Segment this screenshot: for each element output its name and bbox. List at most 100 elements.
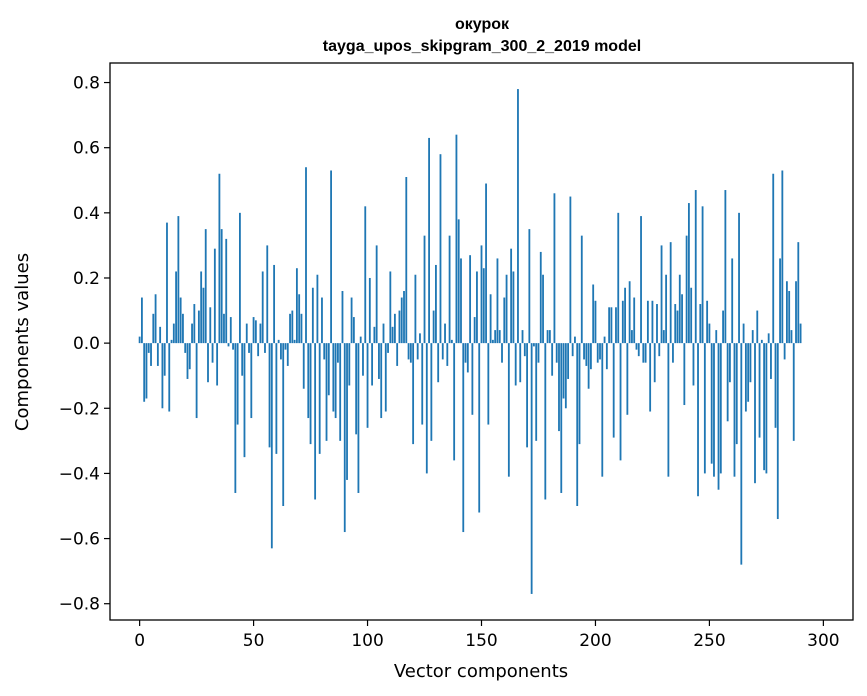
bar-255 (719, 343, 722, 474)
bar-58 (270, 343, 273, 549)
bar-55 (264, 343, 266, 353)
bar-75 (309, 343, 312, 445)
bar-151 (482, 268, 485, 344)
bar-124 (421, 343, 424, 425)
y-tick-label: −0.2 (59, 399, 100, 419)
bar-134 (444, 323, 446, 344)
bar-230 (662, 330, 665, 344)
bar-276 (767, 333, 770, 344)
y-axis-ticks: −0.8 −0.6 −0.4 −0.2 0.0 0.2 0.4 0.6 0.8 (59, 74, 110, 615)
bar-208 (612, 343, 615, 438)
bar-240 (685, 235, 688, 344)
y-tick-label: −0.6 (59, 530, 100, 550)
bar-17 (177, 216, 180, 344)
bar-286 (790, 330, 793, 344)
bar-21 (186, 343, 189, 379)
bar-13 (168, 343, 171, 412)
bar-18 (179, 297, 182, 344)
bar-260 (731, 258, 734, 344)
bar-273 (760, 339, 763, 344)
bar-77 (314, 343, 317, 500)
x-axis-label: Vector components (394, 661, 568, 682)
bar-242 (690, 287, 693, 344)
bar-224 (649, 343, 652, 412)
bar-111 (391, 326, 394, 344)
bar-132 (439, 154, 442, 344)
bar-275 (765, 343, 768, 474)
bar-39 (227, 343, 230, 347)
bar-122 (416, 343, 419, 360)
bar-167 (519, 343, 522, 383)
bar-231 (665, 274, 668, 344)
bar-147 (473, 317, 476, 344)
bar-66 (289, 313, 291, 344)
bar-210 (617, 212, 620, 344)
bar-33 (213, 248, 216, 344)
bar-225 (651, 300, 654, 344)
bar-101 (368, 277, 371, 344)
bar-156 (494, 330, 497, 344)
bar-128 (430, 343, 433, 441)
bar-280 (776, 343, 779, 520)
bar-27 (200, 271, 203, 344)
bar-1 (141, 297, 143, 344)
bar-130 (435, 264, 437, 344)
bar-23 (191, 323, 193, 344)
bar-15 (172, 323, 175, 344)
bar-278 (772, 173, 775, 344)
bar-200 (594, 300, 597, 344)
bar-218 (635, 343, 638, 350)
bar-241 (687, 203, 690, 344)
bar-191 (574, 336, 576, 344)
bar-175 (537, 343, 540, 363)
bar-203 (601, 343, 604, 477)
bar-162 (507, 343, 510, 477)
bar-237 (678, 274, 681, 344)
bar-239 (683, 343, 686, 406)
bar-2 (143, 343, 146, 402)
bar-277 (770, 343, 772, 379)
bar-106 (380, 343, 383, 419)
bar-270 (754, 343, 756, 484)
bar-81 (323, 343, 326, 360)
bar-19 (182, 313, 184, 344)
bar-283 (783, 343, 786, 360)
bar-136 (448, 235, 451, 344)
bar-47 (245, 323, 248, 344)
bar-221 (642, 343, 645, 363)
bar-30 (207, 343, 209, 383)
bar-57 (268, 343, 271, 448)
bar-215 (628, 281, 631, 344)
bar-94 (352, 317, 355, 344)
bar-85 (332, 343, 335, 412)
bar-222 (644, 343, 647, 363)
bar-169 (523, 343, 526, 357)
bar-126 (425, 343, 428, 474)
y-tick-label: 0.2 (73, 269, 100, 289)
bar-163 (510, 248, 513, 344)
bar-177 (542, 274, 544, 344)
bar-164 (512, 271, 515, 344)
bar-263 (738, 212, 740, 344)
bar-20 (184, 343, 187, 353)
bar-54 (261, 271, 264, 344)
bar-71 (300, 313, 303, 344)
bar-69 (295, 268, 298, 344)
bar-152 (485, 183, 487, 344)
x-tick-label: 200 (579, 631, 611, 651)
bar-42 (234, 343, 237, 493)
bar-102 (371, 343, 374, 386)
bar-99 (364, 206, 367, 344)
bar-148 (476, 271, 478, 344)
x-tick-label: 300 (807, 631, 839, 651)
bar-95 (355, 343, 358, 435)
bar-40 (229, 317, 232, 344)
bar-199 (592, 284, 595, 344)
bar-61 (277, 339, 280, 344)
bar-250 (708, 323, 711, 344)
x-tick-label: 0 (134, 631, 145, 651)
bar-49 (250, 343, 253, 419)
bar-211 (619, 343, 622, 461)
bar-120 (412, 343, 415, 445)
